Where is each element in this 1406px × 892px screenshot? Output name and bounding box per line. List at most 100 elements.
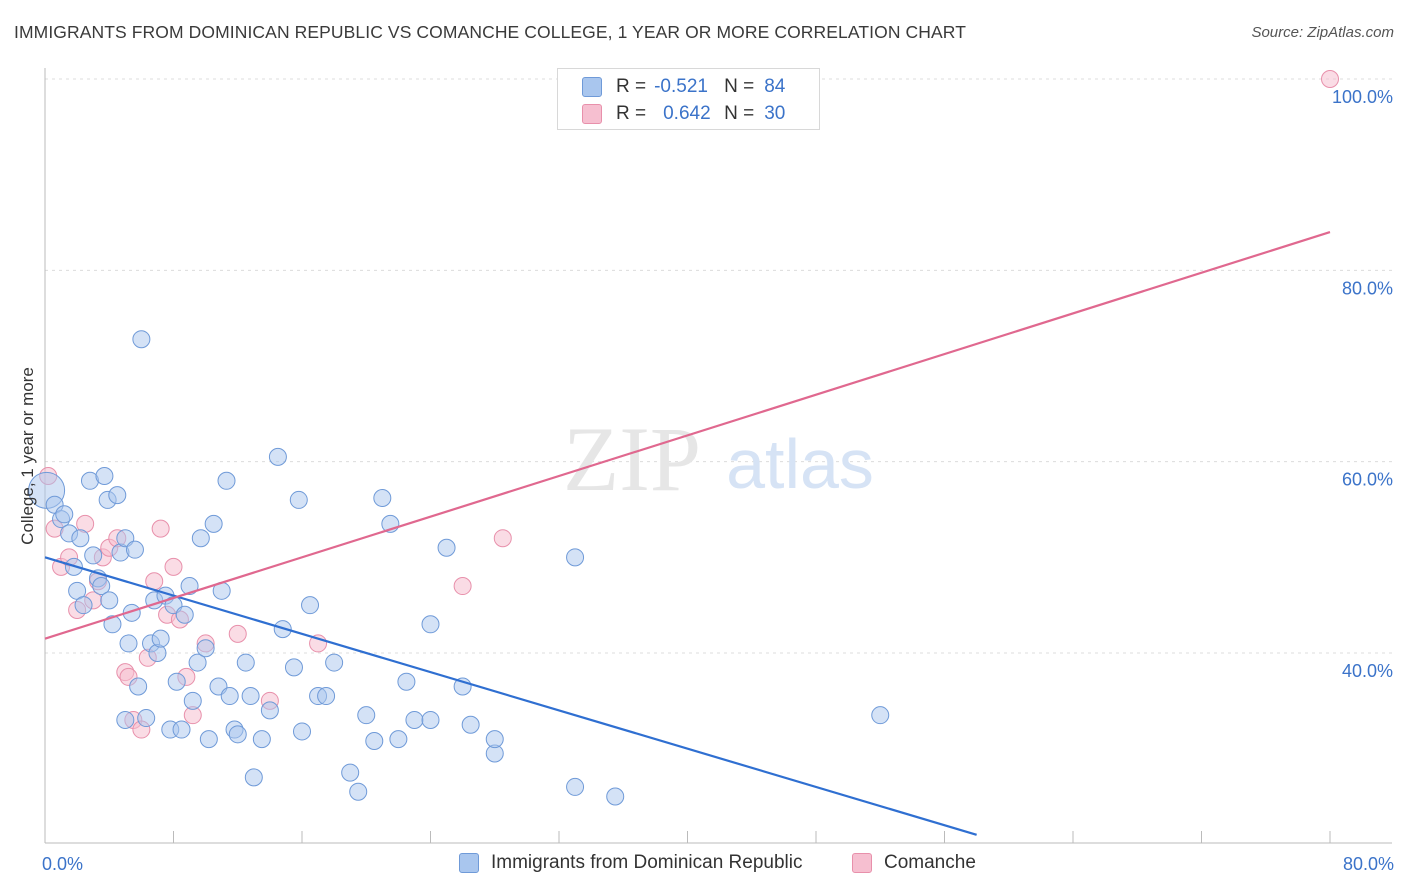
comanche-point: [493, 529, 512, 548]
dominican-point: [204, 514, 223, 533]
dominican-point: [566, 777, 585, 796]
dominican-point: [357, 706, 376, 725]
dominican-point: [301, 596, 320, 615]
dominican-point: [260, 701, 279, 720]
legend-item-dominican[interactable]: Immigrants from Dominican Republic: [459, 852, 803, 874]
dominican-point: [389, 730, 408, 749]
comanche-point: [453, 577, 472, 596]
dominican-point: [129, 677, 148, 696]
dominican-point: [119, 634, 138, 653]
stats-legend: R = -0.521 N = 84 R = 0.642 N = 30: [557, 68, 820, 130]
dominican-point: [220, 687, 239, 706]
legend-item-comanche[interactable]: Comanche: [852, 852, 976, 874]
dominican-point: [236, 653, 255, 672]
comanche-point: [164, 557, 183, 576]
dominican-point: [191, 529, 210, 548]
dominican-point: [103, 615, 122, 634]
dominican-point: [92, 577, 111, 596]
dominican-point: [365, 732, 384, 751]
blue-swatch-icon: [582, 77, 602, 97]
dominican-point: [421, 710, 440, 729]
y-tick-label: 100.0%: [1332, 87, 1393, 107]
dominican-point: [437, 538, 456, 557]
dominican-point: [108, 486, 127, 505]
dominican-point: [84, 546, 103, 565]
series-legend: Immigrants from Dominican Republic Coman…: [0, 852, 1406, 878]
axes: [44, 68, 1392, 844]
dominican-point: [461, 715, 480, 734]
dominican-point: [228, 725, 247, 744]
legend-item-label: Comanche: [884, 852, 976, 873]
dominican-point: [871, 706, 890, 725]
dominican-point: [268, 447, 287, 466]
dominican-trend-line: [44, 556, 977, 836]
dominican-point: [284, 658, 303, 677]
dominican-point: [183, 691, 202, 710]
dominican-point: [167, 672, 186, 691]
series-comanche-points: [39, 70, 1339, 739]
dominican-point: [485, 730, 504, 749]
dominican-point: [196, 639, 215, 658]
dominican-point: [317, 687, 336, 706]
chart-title: IMMIGRANTS FROM DOMINICAN REPUBLIC VS CO…: [14, 22, 966, 42]
dominican-point: [95, 467, 114, 486]
dominican-point: [175, 605, 194, 624]
dominican-point: [55, 505, 74, 524]
dominican-point: [151, 629, 170, 648]
x-tick-label: 0.0%: [42, 854, 83, 874]
y-tick-label: 60.0%: [1342, 470, 1393, 490]
legend-r-label: R =: [616, 103, 647, 124]
legend-row-comanche: R = 0.642 N = 30: [582, 101, 785, 127]
comanche-point: [228, 624, 247, 643]
legend-r-label: R =: [616, 76, 647, 97]
legend-n-label: N =: [724, 76, 755, 97]
dominican-point: [325, 653, 344, 672]
x-tick-label: 80.0%: [1343, 854, 1394, 874]
dominican-point: [405, 710, 424, 729]
dominican-point: [421, 615, 440, 634]
y-tick-label: 40.0%: [1342, 661, 1393, 681]
watermark-atlas: atlas: [726, 425, 874, 503]
legend-r-value: -0.521: [654, 76, 708, 97]
dominican-point: [188, 653, 207, 672]
dominican-point: [116, 529, 135, 548]
dominican-point: [217, 471, 236, 490]
dominican-point: [116, 710, 135, 729]
series-dominican-points: [28, 330, 890, 806]
dominican-point: [71, 529, 90, 548]
legend-n-value: 30: [764, 103, 786, 124]
dominican-point: [241, 687, 260, 706]
dominican-point: [180, 577, 199, 596]
y-axis-label: College, 1 year or more: [18, 367, 37, 545]
source-label: Source: ZipAtlas.com: [1251, 24, 1394, 41]
dominican-point: [132, 330, 151, 349]
pink-swatch-icon: [582, 104, 602, 124]
watermark: ZIP atlas: [563, 408, 874, 510]
dominican-point: [293, 722, 311, 741]
dominican-point: [74, 596, 93, 615]
legend-n-label: N =: [724, 103, 755, 124]
dominican-point: [137, 709, 156, 728]
comanche-point: [1321, 70, 1339, 88]
pink-swatch-icon: [852, 853, 872, 873]
dominican-point: [172, 720, 191, 739]
comanche-point: [151, 519, 170, 538]
trend-lines: [44, 231, 1331, 836]
y-tick-label: 80.0%: [1342, 278, 1393, 298]
dominican-point: [373, 489, 392, 508]
grid: [45, 78, 1392, 654]
dominican-point: [341, 763, 360, 782]
blue-swatch-icon: [459, 853, 479, 873]
legend-row-dominican: R = -0.521 N = 84: [582, 74, 785, 100]
legend-r-value: 0.642: [663, 103, 711, 124]
dominican-point: [252, 730, 271, 749]
dominican-point: [125, 540, 144, 559]
tick-labels: 40.0% 60.0% 80.0% 100.0% 0.0% 80.0%: [42, 87, 1394, 874]
legend-item-label: Immigrants from Dominican Republic: [491, 852, 803, 873]
dominican-point: [397, 672, 416, 691]
dominican-point: [349, 782, 368, 801]
dominican-point: [606, 787, 625, 806]
dominican-point: [566, 548, 585, 567]
dominican-point: [244, 768, 263, 787]
legend-n-value: 84: [764, 76, 786, 97]
